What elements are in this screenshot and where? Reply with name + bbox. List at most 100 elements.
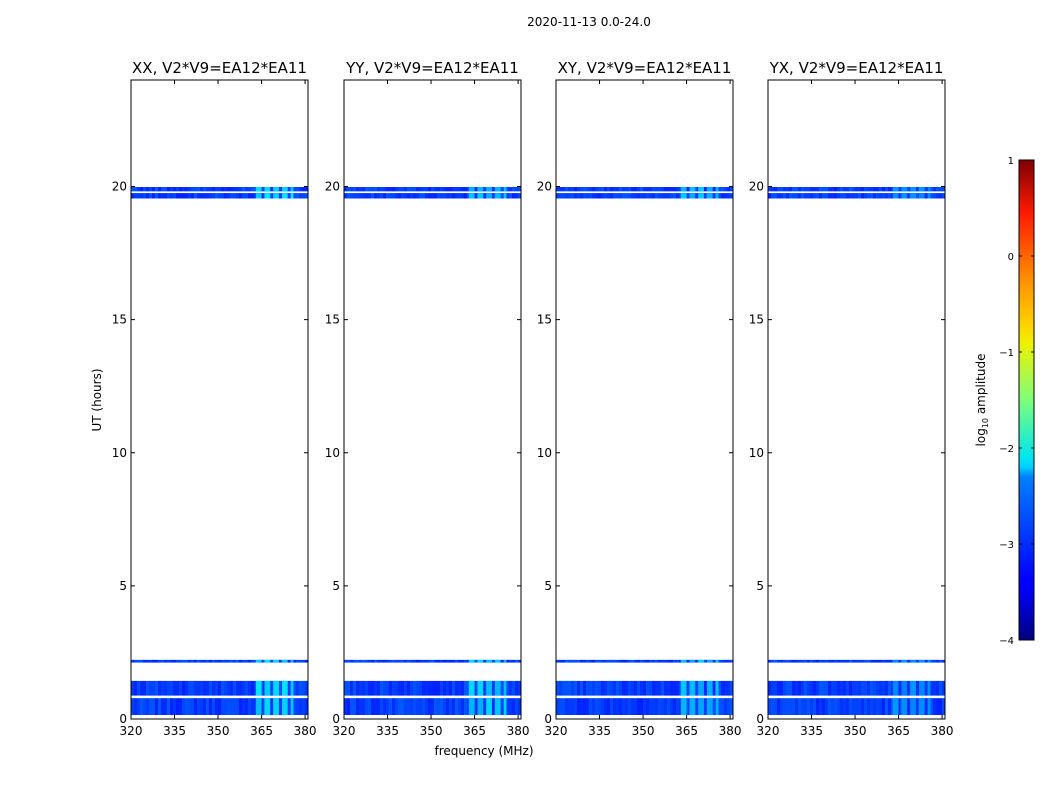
band-noise	[930, 659, 933, 663]
band-noise	[930, 187, 933, 192]
band-noise	[724, 680, 727, 696]
band-noise	[849, 680, 852, 696]
band-noise	[804, 680, 807, 696]
band-noise	[580, 680, 583, 696]
band-noise	[221, 698, 224, 716]
band-noise	[939, 193, 942, 199]
band-noise	[798, 698, 801, 716]
band-noise	[416, 659, 419, 663]
band-noise	[640, 193, 643, 199]
y-tick-label: 10	[112, 446, 127, 460]
band-noise	[203, 193, 206, 199]
band-noise	[783, 698, 786, 716]
band-noise	[215, 187, 218, 192]
band-noise	[637, 698, 640, 716]
band-noise	[389, 193, 392, 199]
band-noise	[422, 187, 425, 192]
band-noise	[182, 193, 185, 199]
band-noise	[173, 193, 176, 199]
band-noise	[840, 193, 843, 199]
band-noise	[350, 680, 353, 696]
band-noise	[227, 698, 230, 716]
band-noise	[924, 680, 927, 696]
band-noise	[230, 680, 233, 696]
band-noise	[589, 680, 592, 696]
band-noise	[559, 187, 562, 192]
band-noise	[813, 659, 816, 663]
data-band	[556, 187, 733, 192]
band-bright-column	[255, 680, 262, 696]
band-noise	[188, 659, 191, 663]
band-noise	[365, 659, 368, 663]
band-noise	[386, 659, 389, 663]
band-noise	[622, 680, 625, 696]
band-noise	[419, 187, 422, 192]
band-noise	[592, 193, 595, 199]
y-tick-label: 15	[112, 313, 127, 327]
band-noise	[888, 193, 891, 199]
band-noise	[655, 659, 658, 663]
data-band	[131, 187, 308, 192]
band-noise	[458, 680, 461, 696]
band-noise	[658, 187, 661, 192]
band-noise	[568, 680, 571, 696]
band-noise	[254, 187, 257, 192]
band-noise	[245, 698, 248, 716]
band-noise	[386, 698, 389, 716]
band-noise	[179, 680, 182, 696]
band-bright-column	[910, 698, 916, 716]
band-noise	[302, 680, 305, 696]
band-noise	[209, 193, 212, 199]
band-noise	[512, 659, 515, 663]
band-noise	[930, 680, 933, 696]
band-noise	[601, 193, 604, 199]
band-noise	[571, 187, 574, 192]
band-noise	[631, 698, 634, 716]
band-noise	[879, 193, 882, 199]
band-bright-column	[290, 193, 294, 199]
band-noise	[655, 187, 658, 192]
band-noise	[924, 193, 927, 199]
band-noise	[658, 680, 661, 696]
x-tick-label: 350	[844, 724, 867, 738]
band-noise	[248, 698, 251, 716]
band-noise	[840, 187, 843, 192]
band-noise	[464, 659, 467, 663]
band-noise	[146, 659, 149, 663]
band-noise	[801, 193, 804, 199]
band-noise	[906, 193, 909, 199]
x-tick-label: 335	[588, 724, 611, 738]
band-noise	[344, 659, 347, 663]
band-noise	[164, 187, 167, 192]
band-noise	[789, 698, 792, 716]
band-noise	[221, 187, 224, 192]
band-noise	[562, 680, 565, 696]
band-noise	[592, 187, 595, 192]
band-noise	[673, 698, 676, 716]
band-noise	[828, 187, 831, 192]
band-noise	[610, 698, 613, 716]
band-noise	[915, 659, 918, 663]
band-noise	[936, 187, 939, 192]
band-noise	[661, 193, 664, 199]
band-noise	[461, 659, 464, 663]
band-noise	[936, 659, 939, 663]
band-noise	[218, 698, 221, 716]
band-noise	[398, 187, 401, 192]
band-noise	[724, 698, 727, 716]
band-noise	[840, 680, 843, 696]
band-noise	[574, 659, 577, 663]
colorbar: −4 −3 −2 −1 0 1 log10 amplitude	[974, 156, 1035, 647]
band-noise	[467, 193, 470, 199]
band-noise	[419, 659, 422, 663]
band-noise	[556, 187, 559, 192]
band-noise	[425, 680, 428, 696]
band-noise	[783, 187, 786, 192]
band-noise	[942, 698, 945, 716]
band-noise	[446, 193, 449, 199]
band-noise	[194, 680, 197, 696]
band-noise	[269, 193, 272, 199]
band-bright-column	[290, 659, 294, 663]
band-noise	[774, 193, 777, 199]
band-noise	[245, 659, 248, 663]
